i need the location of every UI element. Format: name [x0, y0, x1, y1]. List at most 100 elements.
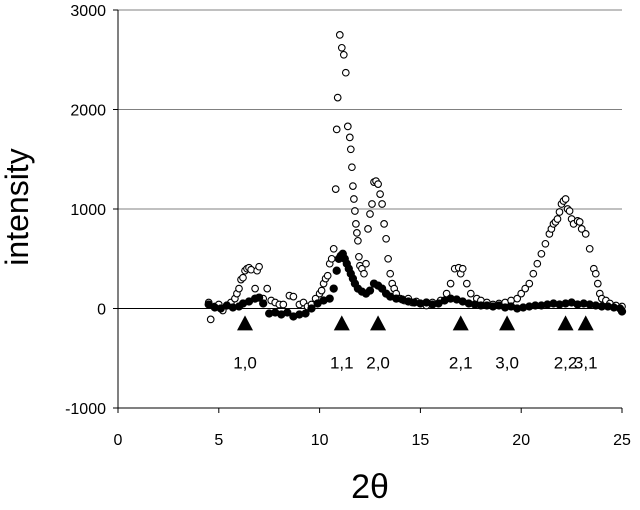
- peak-label: 3,1: [574, 353, 598, 372]
- open-data-point: [462, 279, 471, 288]
- open-data-point: [366, 210, 374, 218]
- open-data-point: [517, 289, 526, 298]
- filled-data-point: [325, 294, 334, 303]
- open-data-point: [329, 244, 338, 253]
- open-data-point: [354, 236, 362, 245]
- open-data-point: [333, 93, 342, 102]
- x-tick-label: 25: [613, 432, 631, 449]
- filled-data-point: [329, 284, 338, 293]
- open-data-point: [349, 182, 357, 190]
- x-axis-tick-labels: 0 5 10 15 20 25: [114, 408, 631, 449]
- open-data-point: [206, 315, 215, 324]
- y-tick-label: -1000: [65, 401, 106, 418]
- open-data-point: [337, 43, 346, 52]
- open-data-point: [466, 289, 475, 298]
- x-tick-label: 0: [114, 432, 123, 449]
- open-data-point: [360, 269, 368, 278]
- filled-data-point: [332, 266, 341, 275]
- peak-marker-triangle: [577, 315, 594, 331]
- peak-label: 2,2: [554, 353, 578, 372]
- open-data-point: [577, 225, 586, 233]
- open-data-point: [446, 279, 455, 288]
- filled-data-point: [617, 307, 627, 316]
- open-data-point: [591, 269, 600, 278]
- open-data-point: [239, 273, 247, 282]
- x-tick-label: 20: [512, 432, 530, 449]
- open-data-point: [374, 180, 382, 188]
- open-data-point: [351, 207, 359, 215]
- series-open-circle: [204, 31, 626, 324]
- open-data-point: [525, 279, 534, 288]
- open-data-point: [339, 50, 348, 59]
- y-tick-label: 2000: [70, 103, 106, 120]
- x-tick-label: 10: [311, 432, 329, 449]
- open-data-point: [352, 220, 360, 228]
- open-data-point: [378, 200, 386, 208]
- open-data-point: [593, 279, 602, 288]
- open-data-point: [541, 239, 550, 248]
- x-tick-label: 5: [214, 432, 223, 449]
- open-data-point: [343, 122, 352, 131]
- open-data-point: [350, 195, 358, 203]
- open-data-point: [353, 229, 361, 237]
- open-data-point: [335, 31, 344, 39]
- peak-label: 1,1: [330, 353, 354, 372]
- peak-marker-triangle: [370, 315, 387, 331]
- peak-label: 3,0: [495, 353, 519, 372]
- open-data-point: [341, 68, 350, 77]
- open-data-point: [380, 220, 388, 228]
- peak-marker-triangle: [333, 315, 350, 331]
- peak-marker-triangle: [237, 315, 254, 331]
- open-data-point: [362, 259, 370, 268]
- open-data-point: [382, 234, 390, 243]
- open-data-point: [346, 145, 355, 154]
- open-data-point: [368, 200, 376, 208]
- open-data-point: [348, 163, 356, 172]
- open-data-point: [323, 271, 332, 280]
- data-series: [204, 31, 627, 324]
- open-data-point: [581, 230, 590, 238]
- open-data-point: [251, 284, 259, 293]
- filled-data-point: [301, 309, 310, 318]
- open-data-point: [289, 292, 298, 301]
- open-data-point: [386, 269, 395, 278]
- open-data-point: [565, 207, 574, 215]
- open-data-point: [537, 249, 546, 258]
- filled-data-point: [283, 308, 292, 317]
- open-data-point: [553, 215, 562, 223]
- y-tick-label: 3000: [70, 3, 106, 20]
- open-data-point: [376, 190, 384, 198]
- open-data-point: [521, 284, 530, 293]
- open-data-point: [561, 195, 570, 203]
- open-data-point: [255, 262, 263, 271]
- open-data-point: [555, 208, 564, 216]
- open-data-point: [364, 225, 372, 233]
- open-data-point: [458, 264, 467, 273]
- open-data-point: [331, 185, 340, 193]
- open-data-point: [529, 269, 538, 278]
- y-axis-title: intensity: [0, 148, 35, 265]
- peak-marker-triangle: [557, 315, 574, 331]
- peak-marker-triangle: [499, 315, 516, 331]
- open-data-point: [235, 284, 243, 293]
- peak-markers: 1,0 1,1 2,0 2,1 3,0 2,23,1: [233, 315, 598, 372]
- filled-data-point: [254, 293, 264, 302]
- peak-label: 2,1: [449, 353, 473, 372]
- open-data-point: [585, 244, 594, 253]
- open-data-point: [533, 259, 542, 268]
- open-data-point: [332, 125, 341, 134]
- x-tick-label: 15: [412, 432, 430, 449]
- open-data-point: [575, 218, 584, 226]
- open-data-point: [355, 252, 363, 261]
- y-axis-tick-labels: -1000 0 1000 2000 3000: [65, 3, 118, 418]
- filled-data-point: [365, 286, 375, 295]
- grid-lines: [118, 9, 622, 210]
- y-tick-label: 0: [97, 302, 106, 319]
- x-axis-title: 2θ: [351, 468, 389, 506]
- filled-data-point: [307, 304, 316, 313]
- open-data-point: [263, 284, 272, 293]
- peak-marker-triangle: [452, 315, 469, 331]
- open-data-point: [279, 300, 288, 309]
- filled-data-point: [259, 299, 268, 308]
